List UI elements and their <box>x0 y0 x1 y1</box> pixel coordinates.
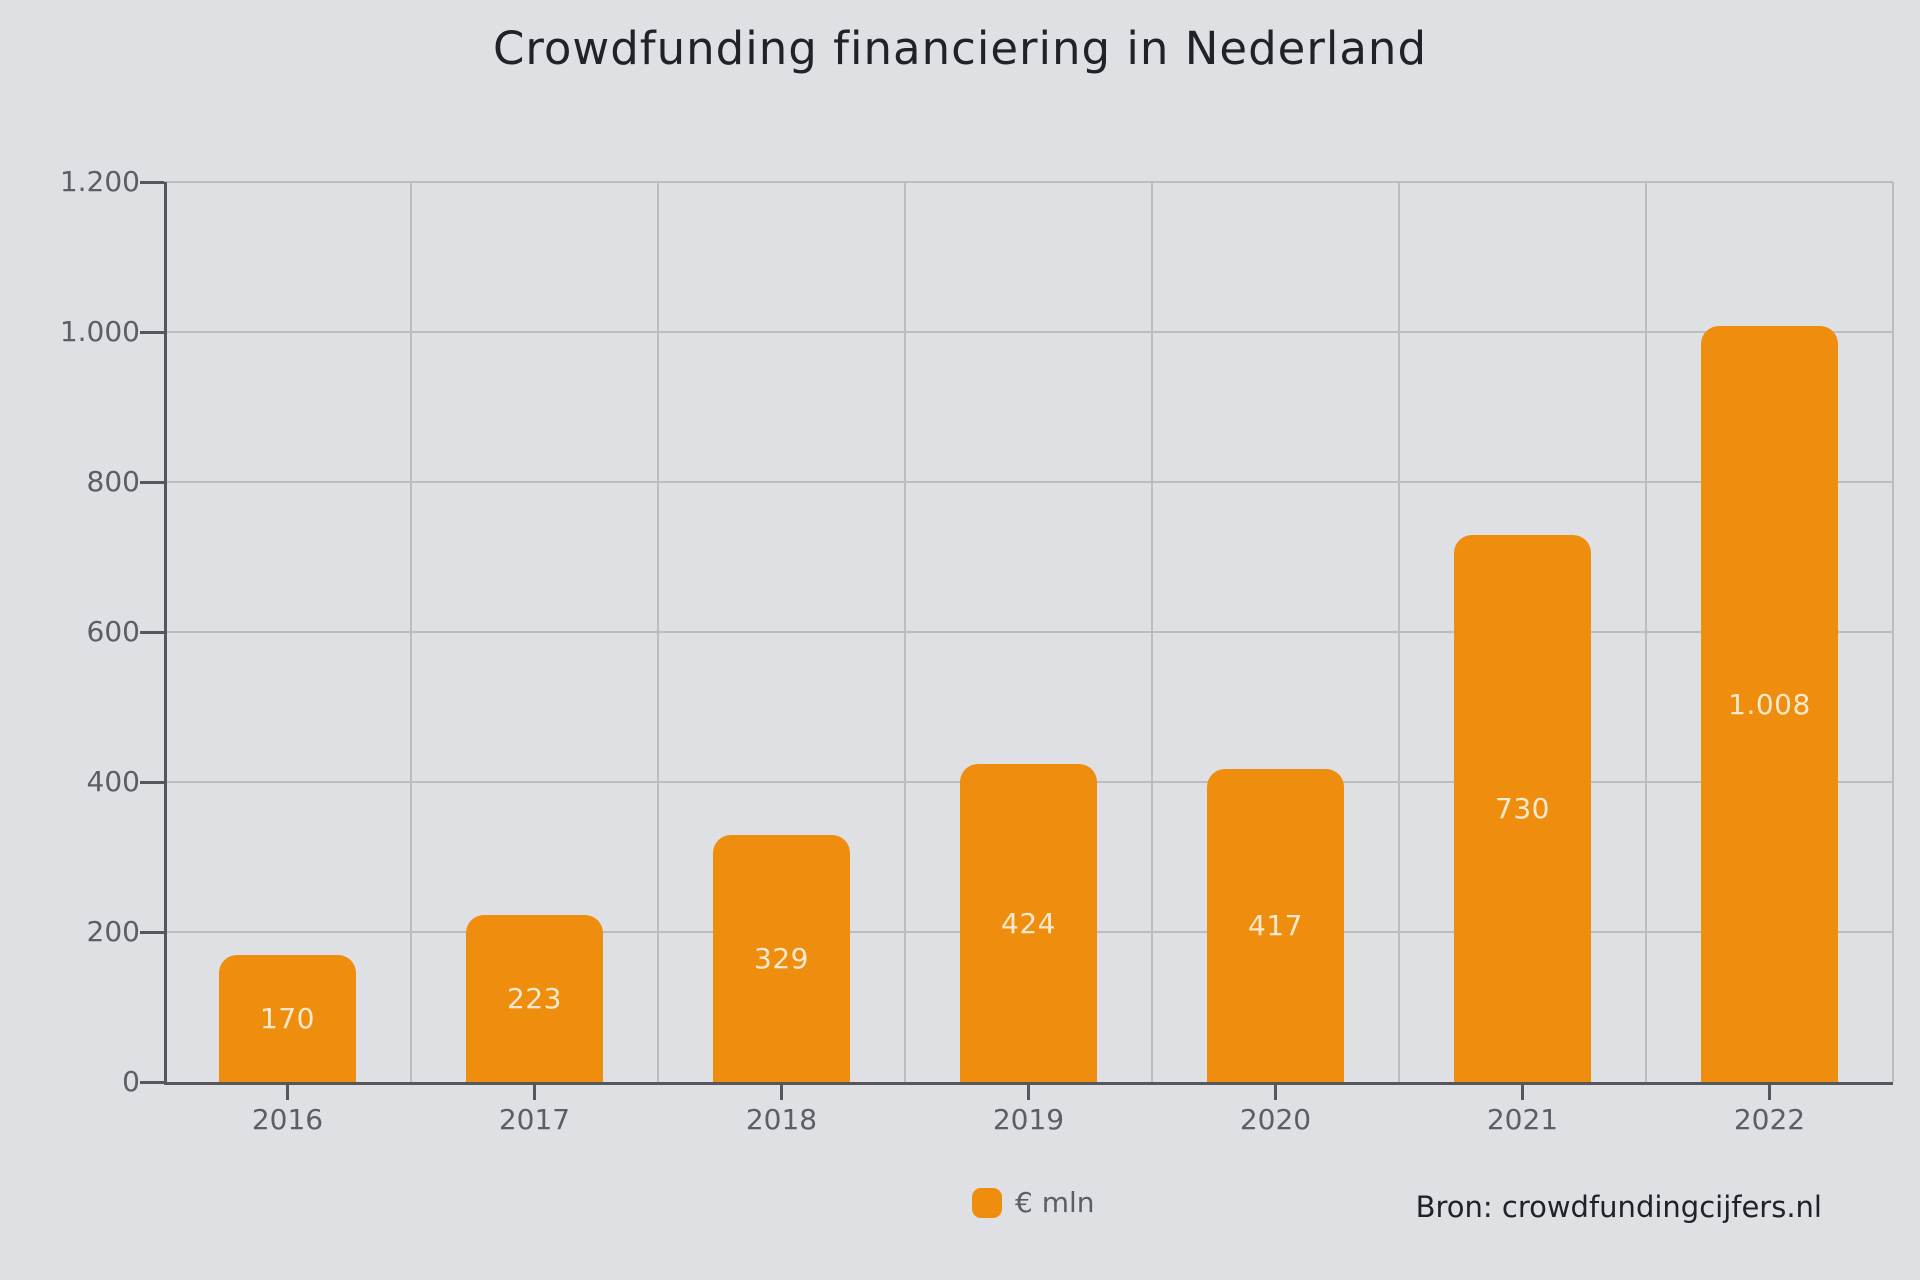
x-tick <box>1521 1085 1524 1100</box>
legend: € mln <box>972 1188 1095 1218</box>
bar-value-label: 424 <box>1001 906 1056 940</box>
gridline-v <box>410 182 412 1082</box>
source-credit: Bron: crowdfundingcijfers.nl <box>1415 1190 1822 1224</box>
gridline-h <box>164 331 1893 333</box>
y-tick <box>140 180 164 184</box>
y-tick-label: 0 <box>122 1065 140 1098</box>
y-tick-label: 1.000 <box>59 315 140 348</box>
x-tick-label: 2017 <box>498 1103 571 1136</box>
x-tick-label: 2018 <box>745 1103 818 1136</box>
bar-2022: 1.008 <box>1701 326 1838 1082</box>
gridline-v <box>1892 182 1894 1082</box>
gridline-h <box>164 481 1893 483</box>
y-tick-label: 600 <box>86 615 140 648</box>
y-tick-label: 800 <box>86 465 140 498</box>
gridline-v <box>1151 182 1153 1082</box>
y-tick <box>140 630 164 634</box>
gridline-h <box>164 181 1893 183</box>
x-tick <box>780 1085 783 1100</box>
bar-2019: 424 <box>960 764 1097 1082</box>
gridline-v <box>657 182 659 1082</box>
bar-2017: 223 <box>466 914 603 1082</box>
x-tick <box>286 1085 289 1100</box>
x-tick <box>533 1085 536 1100</box>
gridline-v <box>1645 182 1647 1082</box>
x-tick <box>1274 1085 1277 1100</box>
bar-value-label: 170 <box>260 1001 315 1035</box>
bar-value-label: 223 <box>507 981 562 1015</box>
y-tick <box>140 330 164 334</box>
x-tick-label: 2021 <box>1486 1103 1559 1136</box>
y-axis-line <box>164 182 167 1085</box>
x-axis-line <box>164 1082 1893 1085</box>
y-tick-label: 1.200 <box>59 165 140 198</box>
bar-2021: 730 <box>1454 534 1591 1082</box>
gridline-h <box>164 631 1893 633</box>
chart-title: Crowdfunding financiering in Nederland <box>492 22 1428 75</box>
bar-value-label: 417 <box>1248 909 1303 943</box>
bar-2018: 329 <box>713 835 850 1082</box>
gridline-v <box>1398 182 1400 1082</box>
x-tick-label: 2016 <box>251 1103 324 1136</box>
bar-2020: 417 <box>1207 769 1344 1082</box>
bar-value-label: 730 <box>1495 791 1550 825</box>
x-tick-label: 2019 <box>992 1103 1065 1136</box>
y-tick <box>140 480 164 484</box>
x-tick-label: 2020 <box>1239 1103 1312 1136</box>
bar-value-label: 329 <box>754 942 809 976</box>
gridline-v <box>904 182 906 1082</box>
legend-swatch <box>972 1188 1002 1218</box>
bar-2016: 170 <box>219 954 356 1082</box>
x-tick <box>1768 1085 1771 1100</box>
y-tick-label: 400 <box>86 765 140 798</box>
x-tick <box>1027 1085 1030 1100</box>
y-tick-label: 200 <box>86 915 140 948</box>
bar-value-label: 1.008 <box>1728 687 1811 721</box>
legend-label: € mln <box>1015 1186 1095 1219</box>
x-tick-label: 2022 <box>1733 1103 1806 1136</box>
y-tick <box>140 780 164 784</box>
y-tick <box>140 930 164 934</box>
y-tick <box>140 1080 164 1084</box>
